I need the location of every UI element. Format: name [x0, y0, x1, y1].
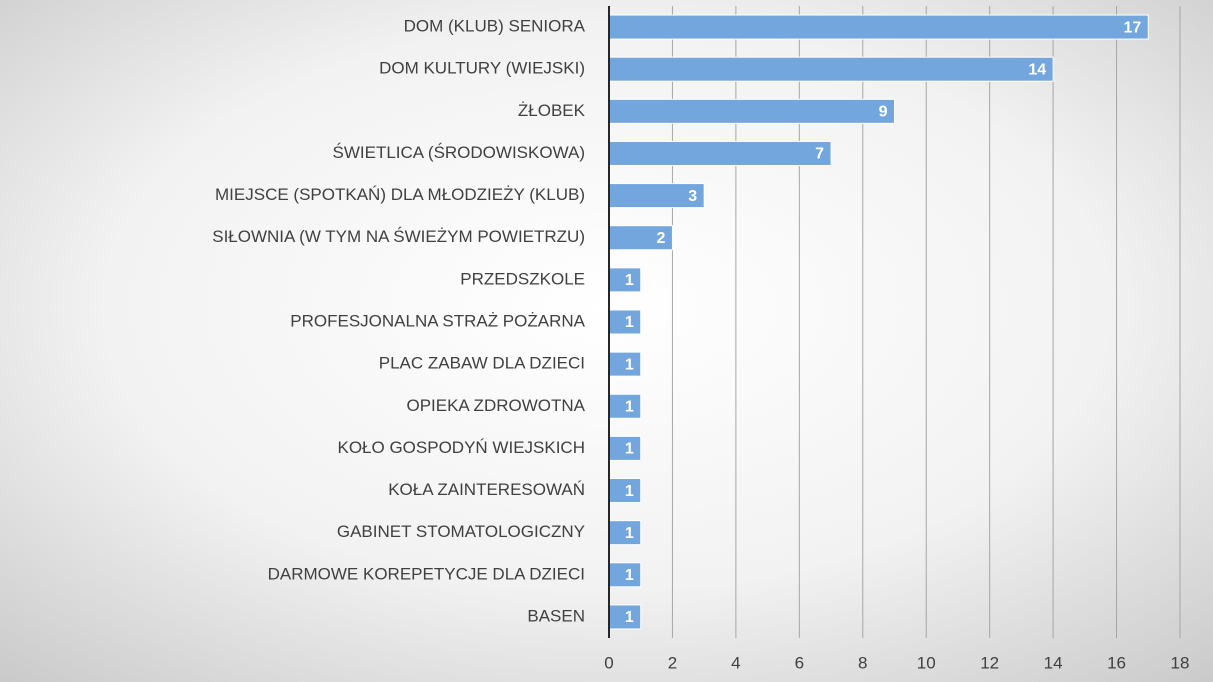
- data-label: 14: [1028, 61, 1046, 78]
- y-tick-label: DARMOWE KOREPETYCJE DLA DZIECI: [268, 564, 585, 583]
- data-label: 1: [625, 609, 634, 626]
- x-tick-label: 8: [858, 653, 867, 672]
- bar: [608, 56, 1054, 82]
- y-tick-label: GABINET STOMATOLOGICZNY: [337, 522, 585, 541]
- data-label: 1: [625, 398, 634, 415]
- data-label: 1: [625, 272, 634, 289]
- data-label: 1: [625, 441, 634, 458]
- y-tick-label: DOM KULTURY (WIEJSKI): [379, 59, 585, 78]
- y-tick-label: KOŁA ZAINTERESOWAŃ: [388, 480, 585, 499]
- data-label: 9: [879, 104, 888, 121]
- data-label: 1: [625, 567, 634, 584]
- y-tick-label: ŚWIETLICA (ŚRODOWISKOWA): [333, 143, 586, 162]
- data-label: 1: [625, 356, 634, 373]
- data-label: 7: [815, 146, 824, 163]
- data-label: 1: [625, 483, 634, 500]
- y-tick-label: MIEJSCE (SPOTKAŃ) DLA MŁODZIEŻY (KLUB): [215, 185, 585, 204]
- x-tick-label: 4: [731, 653, 740, 672]
- x-tick-label: 6: [795, 653, 804, 672]
- x-tick-label: 18: [1171, 653, 1190, 672]
- y-tick-label: OPIEKA ZDROWOTNA: [406, 396, 585, 415]
- x-tick-label: 0: [604, 653, 613, 672]
- bar: [608, 14, 1149, 40]
- bar: [608, 98, 895, 124]
- y-tick-label: DOM (KLUB) SENIORA: [404, 17, 586, 36]
- x-tick-label: 12: [980, 653, 999, 672]
- data-label: 17: [1123, 19, 1141, 36]
- data-label: 2: [657, 230, 666, 247]
- y-tick-label: KOŁO GOSPODYŃ WIEJSKICH: [338, 438, 586, 457]
- x-tick-label: 10: [917, 653, 936, 672]
- data-label: 1: [625, 314, 634, 331]
- data-label: 3: [688, 188, 697, 205]
- y-tick-label: PRZEDSZKOLE: [460, 269, 585, 288]
- x-tick-label: 2: [668, 653, 677, 672]
- y-tick-label: BASEN: [527, 606, 585, 625]
- x-tick-label: 14: [1044, 653, 1063, 672]
- y-tick-label: PROFESJONALNA STRAŻ POŻARNA: [290, 311, 585, 330]
- y-tick-label: ŻŁOBEK: [518, 101, 586, 120]
- data-label: 1: [625, 525, 634, 542]
- bar: [608, 478, 642, 504]
- bar: [608, 604, 642, 630]
- bar: [608, 520, 642, 546]
- y-tick-label: SIŁOWNIA (W TYM NA ŚWIEŻYM POWIETRZU): [212, 227, 585, 246]
- bar: [608, 140, 832, 166]
- x-tick-label: 16: [1107, 653, 1126, 672]
- bar: [608, 183, 705, 209]
- y-tick-label: PLAC ZABAW DLA DZIECI: [379, 354, 585, 373]
- bar: [608, 435, 642, 461]
